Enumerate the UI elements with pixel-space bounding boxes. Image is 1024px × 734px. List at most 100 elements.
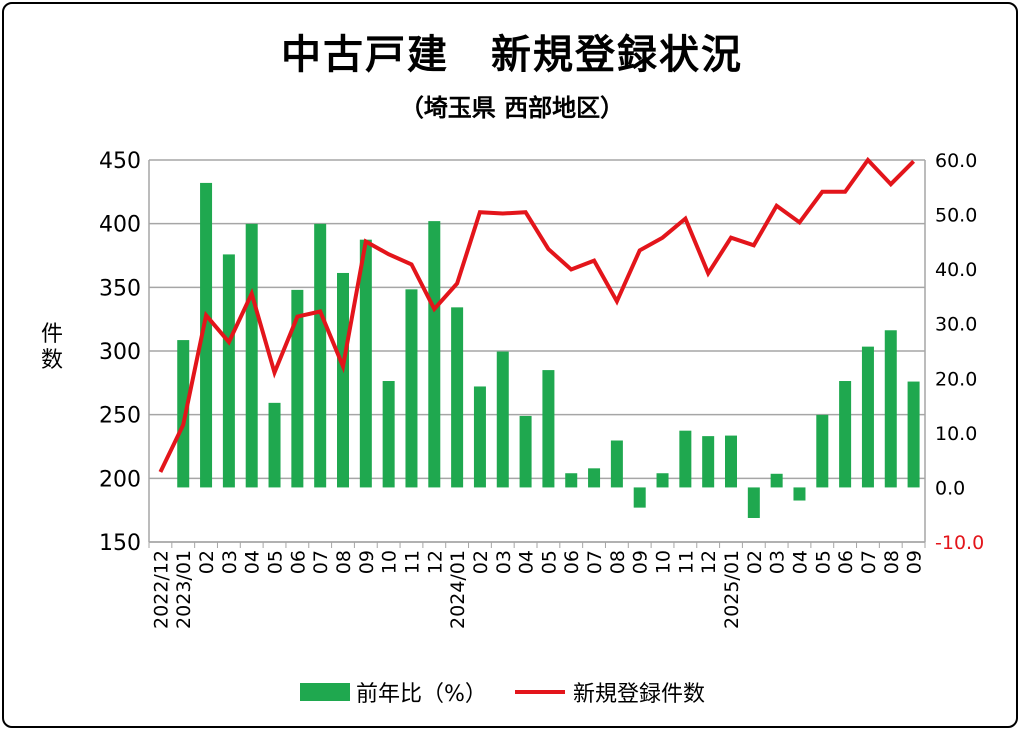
bar: [747, 487, 760, 518]
x-tick-label: 08: [607, 550, 629, 574]
x-tick-label: 07: [858, 550, 880, 574]
right-axis-ticks: 60.0 50.0 40.0 30.0 20.0 10.0 0.0 -10.0: [935, 150, 984, 554]
x-tick-label: 03: [767, 550, 789, 574]
bar: [656, 473, 669, 488]
bar: [337, 272, 349, 488]
x-tick-label: 02: [470, 550, 492, 574]
x-tick-label: 02: [744, 550, 766, 574]
y-axis-label-text: 件 数: [40, 322, 63, 373]
x-tick-label: 08: [333, 550, 355, 574]
bar: [884, 330, 897, 488]
legend-bar-label: 前年比（%）: [356, 682, 487, 707]
x-tick-label: 2024/01: [447, 550, 469, 629]
bar: [565, 473, 578, 488]
bar: [793, 487, 806, 501]
bar: [496, 351, 509, 488]
line-series-path: [158, 156, 916, 473]
x-tick-label: 03: [493, 550, 515, 574]
legend-bar-swatch: [300, 683, 350, 701]
x-tick-label: 05: [538, 550, 560, 574]
bar: [610, 440, 623, 488]
x-tick-label: 07: [584, 550, 606, 574]
right-tick-label: 40.0: [935, 259, 977, 281]
bar-series: [177, 182, 920, 518]
left-tick-label: 200: [99, 467, 141, 492]
bar: [200, 182, 213, 488]
right-tick-label: 20.0: [935, 368, 977, 390]
left-tick-label: 250: [99, 404, 141, 429]
bar: [359, 239, 372, 488]
x-tick-label: 06: [561, 550, 583, 574]
x-tick-label: 05: [812, 550, 834, 574]
left-tick-label: 400: [99, 213, 141, 238]
bar: [428, 221, 441, 488]
right-tick-label: 50.0: [935, 205, 977, 227]
legend-line-label: 新規登録件数: [573, 682, 705, 707]
legend: 前年比（%） 新規登録件数: [300, 682, 705, 707]
x-tick-label: 04: [789, 550, 811, 574]
x-tick-label: 06: [835, 550, 857, 574]
right-tick-label: 10.0: [935, 423, 977, 445]
right-tick-label: -10.0: [935, 532, 984, 554]
bar: [816, 414, 829, 488]
left-tick-label: 350: [99, 276, 141, 301]
bar: [679, 430, 692, 488]
x-tick-label: 03: [219, 550, 241, 574]
axes: [148, 160, 926, 548]
x-tick-label: 08: [881, 550, 903, 574]
x-tick-label: 09: [630, 550, 652, 574]
x-tick-label: 07: [310, 550, 332, 574]
right-tick-label: 60.0: [935, 150, 977, 172]
left-tick-label: 150: [99, 531, 141, 556]
chart-title: 中古戸建 新規登録状況: [281, 32, 743, 78]
bar: [245, 223, 258, 488]
bar: [291, 289, 304, 488]
x-tick-label: 11: [675, 550, 697, 574]
bar: [542, 370, 555, 488]
left-tick-label: 450: [99, 149, 141, 174]
bar: [382, 381, 395, 488]
chart-subtitle: （埼玉県 西部地区）: [399, 94, 625, 122]
x-tick-label: 09: [356, 550, 378, 574]
x-tick-label: 02: [196, 550, 218, 574]
right-tick-label: 30.0: [935, 314, 977, 336]
x-axis-ticks: 2022/12 2023/01 02 03 04 05 06 07 08 09 10 11 12 2024…: [150, 550, 925, 629]
x-tick-label: 2025/01: [721, 550, 743, 629]
line-series: [158, 156, 916, 473]
bar: [519, 415, 532, 488]
left-axis-ticks: 450 400 350 300 250 200 150: [99, 149, 141, 556]
bar: [177, 340, 190, 488]
bar: [770, 473, 783, 488]
x-tick-label: 04: [242, 550, 264, 574]
bar: [451, 307, 464, 488]
x-tick-label: 04: [516, 550, 538, 574]
x-tick-label: 2022/12: [150, 550, 172, 629]
bar: [588, 468, 601, 488]
x-tick-label: 05: [265, 550, 287, 574]
bar: [861, 346, 874, 488]
bar: [839, 381, 852, 488]
bar: [725, 435, 737, 488]
left-tick-label: 300: [99, 340, 141, 365]
bar: [473, 386, 486, 488]
y-axis-label: 件 数: [38, 322, 66, 374]
x-tick-label: 10: [653, 550, 675, 574]
x-tick-label: 10: [379, 550, 401, 574]
bar: [314, 223, 327, 488]
right-tick-label: 0.0: [935, 477, 965, 499]
bar: [268, 402, 281, 488]
x-tick-label: 12: [698, 550, 720, 574]
x-tick-label: 09: [904, 550, 926, 574]
x-tick-label: 06: [287, 550, 309, 574]
gridlines: [149, 159, 925, 543]
x-tick-label: 2023/01: [173, 550, 195, 629]
bar: [633, 487, 646, 508]
bar: [222, 254, 235, 488]
bar: [405, 289, 418, 488]
x-tick-label: 11: [401, 550, 423, 574]
bar: [702, 436, 715, 488]
bar: [907, 381, 920, 488]
x-tick-label: 12: [424, 550, 446, 574]
